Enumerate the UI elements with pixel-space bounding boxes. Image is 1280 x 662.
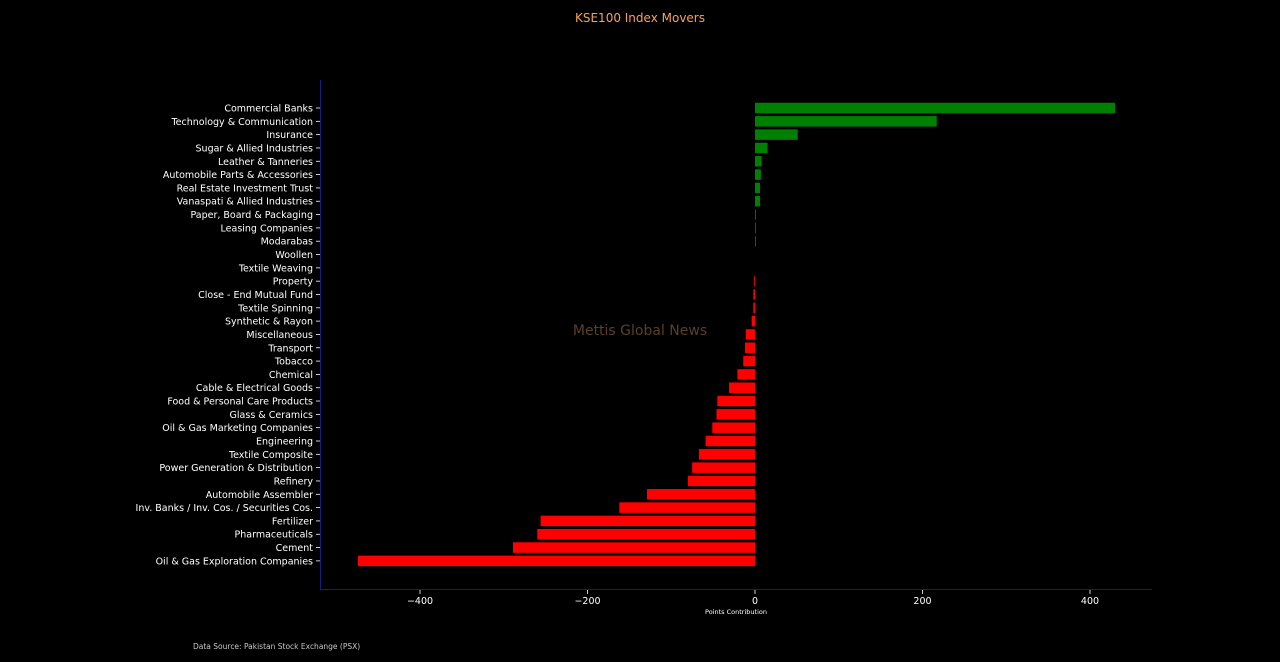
- category-label: Leather & Tanneries: [218, 157, 313, 168]
- bar: [744, 342, 755, 354]
- bar: [755, 209, 756, 220]
- category-label: Textile Weaving: [238, 263, 313, 274]
- bar: [754, 275, 755, 287]
- x-ticks: −400 −200 0 200 400: [407, 590, 1099, 607]
- x-tick-label: 0: [752, 596, 758, 607]
- bar: [688, 475, 755, 487]
- category-label: Transport: [267, 343, 313, 354]
- bar: [729, 382, 755, 393]
- chart-title: KSE100 Index Movers: [575, 11, 705, 25]
- bar: [619, 502, 755, 513]
- category-label: Fertilizer: [272, 516, 313, 527]
- bar: [745, 329, 755, 340]
- bar: [755, 102, 1116, 114]
- category-label: Food & Personal Care Products: [167, 397, 313, 408]
- category-label: Property: [273, 277, 314, 288]
- bar: [753, 289, 755, 300]
- bars-group: [358, 102, 1116, 567]
- x-axis-label: Points Contribution: [705, 608, 767, 616]
- bar: [755, 116, 937, 127]
- category-label: Cement: [276, 543, 314, 554]
- bar: [755, 195, 761, 207]
- x-tick-label: 400: [1081, 596, 1099, 607]
- category-label: Close - End Mutual Fund: [198, 290, 313, 301]
- bar: [737, 369, 755, 380]
- x-tick-label: −400: [407, 596, 433, 607]
- category-label: Oil & Gas Marketing Companies: [162, 423, 313, 434]
- bar: [537, 528, 755, 540]
- bar: [698, 449, 755, 460]
- bar: [358, 555, 755, 567]
- bar: [717, 395, 755, 407]
- category-label: Technology & Communication: [170, 117, 313, 128]
- bar: [705, 435, 755, 447]
- category-label: Pharmaceuticals: [235, 530, 314, 541]
- bar: [755, 142, 768, 154]
- category-label: Sugar & Allied Industries: [196, 143, 314, 154]
- category-label: Tobacco: [274, 357, 313, 368]
- category-label: Real Estate Investment Trust: [177, 183, 314, 194]
- bar: [751, 315, 755, 327]
- category-label: Engineering: [256, 437, 313, 448]
- bar: [540, 515, 755, 527]
- bar: [716, 409, 755, 420]
- category-label: Power Generation & Distribution: [159, 463, 313, 474]
- category-label: Paper, Board & Packaging: [190, 210, 313, 221]
- bar: [692, 462, 755, 473]
- category-label: Refinery: [274, 476, 314, 487]
- category-label: Leasing Companies: [221, 223, 314, 234]
- category-label: Oil & Gas Exploration Companies: [156, 556, 313, 567]
- category-label: Textile Spinning: [237, 303, 313, 314]
- category-label: Automobile Assembler: [206, 490, 313, 501]
- bar: [755, 235, 756, 247]
- category-label: Textile Composite: [228, 450, 313, 461]
- category-label: Vanaspati & Allied Industries: [177, 197, 313, 208]
- bar: [712, 422, 755, 433]
- watermark: Mettis Global News: [573, 323, 707, 339]
- category-label: Modarabas: [261, 237, 313, 248]
- data-source-note: Data Source: Pakistan Stock Exchange (PS…: [193, 642, 360, 651]
- bar: [646, 489, 755, 500]
- category-label: Glass & Ceramics: [230, 410, 313, 421]
- bar: [755, 129, 798, 140]
- category-label: Miscellaneous: [246, 330, 313, 341]
- x-tick-label: 200: [913, 596, 931, 607]
- category-label: Inv. Banks / Inv. Cos. / Securities Cos.: [136, 503, 313, 514]
- bar: [755, 222, 756, 234]
- bar: [755, 182, 761, 194]
- category-label: Synthetic & Rayon: [225, 317, 313, 328]
- bar: [743, 355, 755, 367]
- category-label: Cable & Electrical Goods: [196, 383, 313, 394]
- category-label: Insurance: [266, 130, 313, 141]
- x-tick-label: −200: [574, 596, 600, 607]
- bar: [755, 169, 761, 180]
- category-label: Chemical: [269, 370, 313, 381]
- category-label: Automobile Parts & Accessories: [163, 170, 313, 181]
- bar: [753, 302, 755, 314]
- category-labels: Commercial Banks Technology & Communicati…: [136, 104, 320, 567]
- category-label: Commercial Banks: [224, 104, 313, 115]
- category-label: Woollen: [275, 250, 313, 261]
- bar: [755, 156, 762, 167]
- bar: [512, 542, 755, 553]
